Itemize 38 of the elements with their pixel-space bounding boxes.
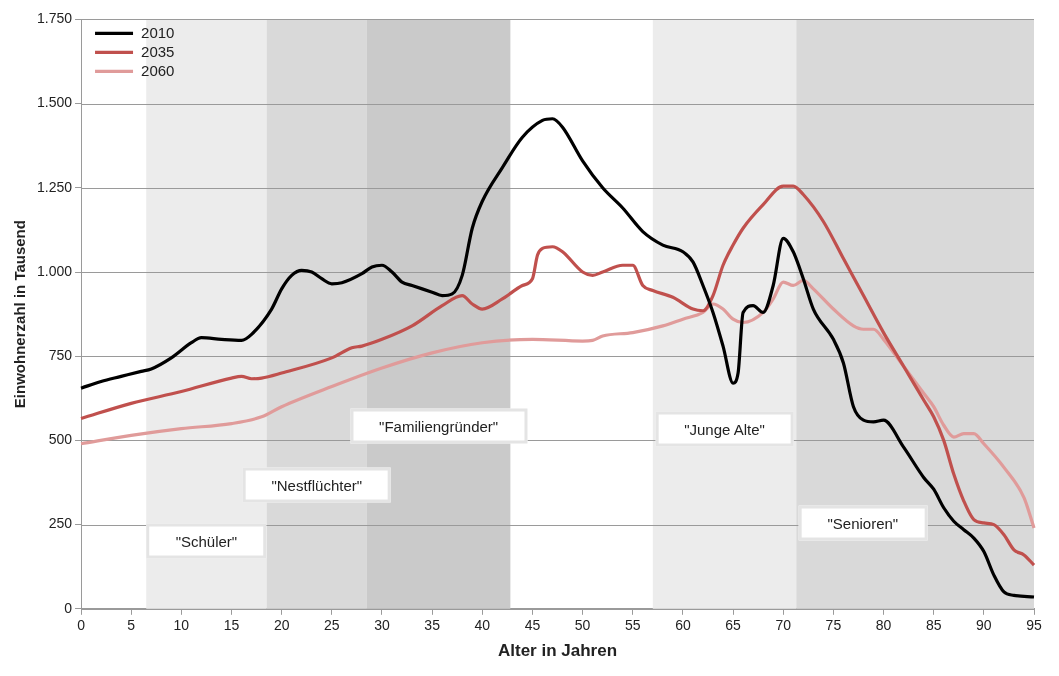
x-tick-label: 10 bbox=[173, 617, 190, 634]
x-axis-title: Alter in Jahren bbox=[497, 641, 618, 661]
x-tick-label: 90 bbox=[976, 617, 992, 634]
legend-label: 2035 bbox=[141, 42, 175, 60]
label-box: "Schüler" bbox=[146, 523, 267, 559]
x-tick-label: 95 bbox=[1026, 617, 1042, 634]
x-tick-label: 15 bbox=[223, 617, 240, 634]
x-tick-label: 60 bbox=[675, 617, 691, 634]
y-tick-label: 1.500 bbox=[36, 94, 73, 111]
x-tick-label: 5 bbox=[127, 617, 136, 634]
x-tick-label: 50 bbox=[574, 617, 591, 634]
y-tick-label: 1.000 bbox=[36, 262, 73, 279]
x-tick-label: 75 bbox=[825, 617, 842, 634]
y-tick-label: 1.750 bbox=[36, 10, 73, 27]
label-box: "Nestflüchter" bbox=[242, 467, 392, 503]
label-box: "Familiengründer" bbox=[350, 408, 528, 444]
x-tick-label: 80 bbox=[875, 617, 892, 634]
legend-label: 2060 bbox=[141, 61, 175, 79]
y-axis-title: Einwohnerzahl in Tausend bbox=[11, 220, 29, 409]
x-tick-label: 30 bbox=[374, 617, 390, 634]
y-tick-label: 750 bbox=[48, 347, 73, 364]
label-box: "Junge Alte" bbox=[655, 411, 794, 447]
x-tick-label: 70 bbox=[775, 617, 792, 634]
x-tick-label: 45 bbox=[524, 617, 541, 634]
x-tick-label: 65 bbox=[725, 617, 742, 634]
x-tick-label: 55 bbox=[624, 617, 641, 634]
x-tick-label: 20 bbox=[273, 617, 290, 634]
y-tick-label: 1.250 bbox=[36, 178, 73, 195]
x-tick-label: 0 bbox=[77, 617, 86, 634]
label-box: "Senioren" bbox=[798, 505, 928, 541]
x-tick-label: 85 bbox=[925, 617, 942, 634]
legend-label: 2010 bbox=[141, 23, 175, 41]
y-tick-label: 0 bbox=[64, 599, 73, 616]
x-tick-label: 35 bbox=[424, 617, 441, 634]
x-tick-label: 25 bbox=[324, 617, 340, 634]
y-tick-label: 250 bbox=[48, 515, 73, 532]
y-tick-label: 500 bbox=[48, 431, 73, 448]
x-tick-label: 40 bbox=[474, 617, 491, 634]
